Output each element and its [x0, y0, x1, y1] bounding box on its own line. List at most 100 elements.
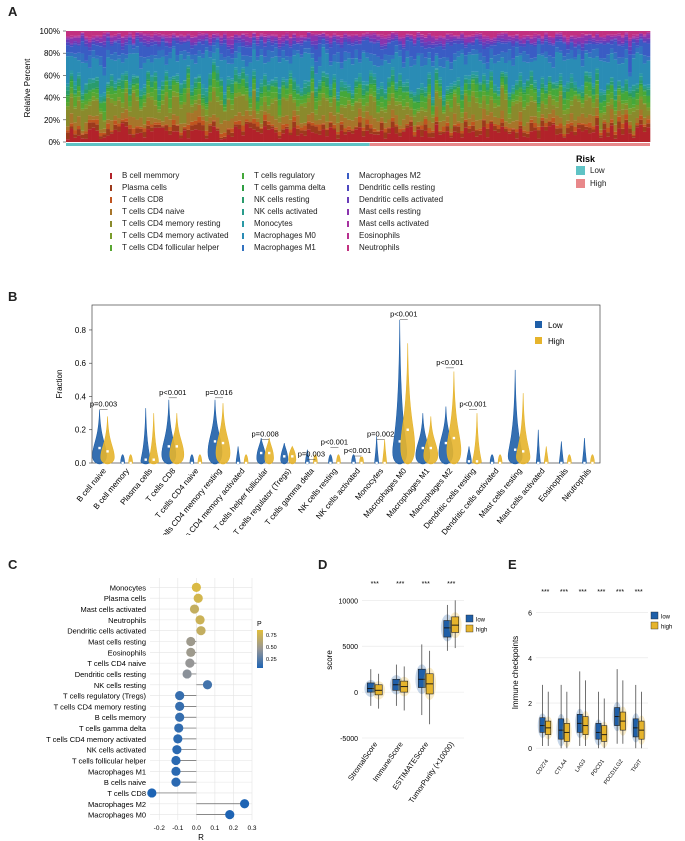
a-stack-segment [197, 74, 202, 77]
c-lollipop-dot [147, 788, 157, 798]
a-stack-segment [106, 88, 111, 92]
a-stack-segment [584, 117, 589, 125]
a-stack-segment [577, 54, 581, 87]
a-stack-segment [98, 102, 103, 104]
a-stack-segment [208, 92, 213, 101]
box-legend-label: low [661, 615, 671, 621]
a-stack-segment [106, 85, 111, 88]
a-stack-segment [149, 31, 154, 35]
a-stack-segment [522, 100, 527, 108]
a-stack-segment [274, 100, 278, 120]
a-stack-segment [98, 31, 103, 36]
a-stack-segment [361, 117, 366, 128]
a-stack-segment [190, 113, 195, 122]
b-pvalue-label: p<0.001 [459, 399, 486, 408]
a-stack-segment [412, 101, 417, 103]
a-stack-segment [489, 38, 494, 40]
c-lollipop-dot [191, 582, 201, 593]
a-stack-segment [445, 41, 450, 44]
a-stack-segment [536, 35, 541, 37]
a-stack-segment [368, 53, 373, 62]
a-stack-segment [171, 78, 176, 81]
a-stack-segment [463, 83, 468, 85]
a-stack-segment [248, 121, 253, 123]
a-stack-segment [69, 128, 74, 142]
a-stack-segment [201, 88, 205, 95]
a-stack-segment [507, 123, 512, 129]
a-stack-segment [160, 37, 165, 39]
a-stack-segment [463, 79, 468, 84]
a-stack-segment [522, 51, 527, 62]
a-stack-segment [277, 87, 282, 89]
a-stack-segment [175, 82, 180, 85]
a-stack-segment [595, 44, 600, 49]
a-stack-segment [562, 114, 567, 126]
a-stack-segment [98, 129, 103, 133]
a-stack-segment [573, 36, 578, 39]
a-stack-segment [431, 37, 435, 43]
a-stack-segment [587, 43, 592, 53]
violin-low-median [167, 445, 171, 448]
a-stack-segment [595, 107, 600, 116]
a-stack-segment [230, 31, 235, 37]
a-stack-segment [387, 31, 392, 35]
a-stack-segment [255, 31, 260, 37]
a-stack-segment [325, 31, 330, 35]
a-stack-segment [219, 45, 224, 54]
a-stack-segment [434, 92, 439, 107]
legend-label: Eosinophils [359, 231, 400, 240]
a-stack-segment [208, 73, 213, 75]
a-stack-segment [441, 133, 446, 142]
a-stack-segment [274, 80, 278, 83]
a-stack-segment [350, 58, 355, 65]
a-stack-segment [84, 131, 89, 134]
a-stack-segment [478, 39, 483, 42]
a-stack-segment [584, 94, 589, 101]
a-stack-segment [204, 34, 209, 38]
a-stack-segment [471, 49, 476, 55]
a-stack-segment [460, 40, 465, 44]
a-stack-segment [584, 126, 589, 130]
a-stack-segment [504, 74, 508, 77]
a-stack-segment [529, 116, 534, 120]
a-stack-segment [204, 96, 209, 103]
a-stack-segment [131, 37, 136, 39]
a-stack-segment [131, 74, 136, 77]
a-stack-segment [113, 93, 118, 102]
a-stack-segment [555, 115, 560, 126]
a-stack-segment [555, 38, 560, 42]
a-stack-segment [303, 80, 308, 84]
a-stack-segment [171, 119, 176, 125]
a-stack-segment [478, 84, 483, 91]
legend-label: T cells CD4 memory resting [122, 219, 221, 228]
a-stack-segment [321, 72, 326, 77]
a-stack-segment [168, 77, 173, 81]
a-stack-segment [73, 89, 78, 94]
a-stack-segment [398, 74, 403, 81]
a-stack-segment [591, 41, 596, 45]
a-stack-segment [514, 47, 519, 57]
a-stack-segment [222, 92, 227, 95]
a-stack-segment [376, 131, 381, 135]
a-stack-segment [379, 88, 384, 97]
a-stack-segment [416, 36, 421, 38]
a-stack-segment [639, 80, 643, 84]
a-ylabel: Relative Percent [23, 58, 32, 117]
a-stack-segment [463, 93, 468, 96]
a-stack-segment [463, 64, 468, 76]
a-stack-segment [128, 88, 132, 95]
a-stack-segment [66, 38, 70, 40]
a-stack-segment [580, 125, 585, 132]
a-stack-segment [438, 96, 443, 99]
a-stack-segment [164, 130, 169, 142]
a-stack-segment [314, 73, 319, 88]
a-stack-segment [602, 58, 607, 62]
box-iqr [366, 682, 375, 693]
a-stack-segment [536, 31, 541, 35]
a-stack-segment [434, 124, 439, 142]
a-stack-segment [573, 94, 578, 96]
a-stack-segment [365, 92, 370, 96]
a-stack-segment [87, 37, 92, 40]
a-stack-segment [587, 122, 592, 128]
a-stack-segment [558, 117, 563, 124]
